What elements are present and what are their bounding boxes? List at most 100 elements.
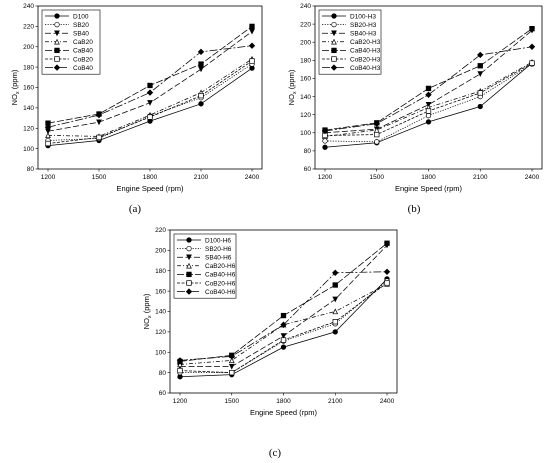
x-tick-label: 1800 [421, 174, 436, 181]
series-line [47, 67, 253, 146]
data-point [96, 119, 102, 126]
legend-marker [186, 245, 192, 252]
data-point [96, 134, 102, 141]
y-tick-label: 140 [155, 309, 166, 316]
x-tick-label: 1500 [225, 398, 240, 405]
y-tick-label: 220 [23, 24, 34, 31]
data-point [147, 82, 153, 89]
y-axis-label-sub: x [147, 315, 153, 318]
legend-entry: D100-H3 [350, 13, 376, 20]
y-axis-label-unit: (ppm) [142, 293, 151, 315]
x-axis-label: Engine Speed (rpm) [250, 408, 318, 417]
legend-marker [331, 13, 337, 19]
legend-marker [54, 21, 60, 28]
y-axis-label-unit: (ppm) [287, 69, 296, 91]
legend-box [318, 9, 382, 75]
legend-marker [186, 280, 192, 286]
data-point [280, 333, 287, 340]
data-point [45, 140, 51, 147]
y-tick-label: 160 [23, 85, 34, 92]
x-axis-label: Engine Speed (rpm) [116, 184, 184, 193]
legend-entry: CaB20-H6 [205, 263, 236, 270]
data-point [229, 369, 235, 376]
chart-b: 60 80 100 120 140 160 180 200 220 240 1200 1500 1800… [287, 3, 543, 215]
y-tick-label: 200 [155, 248, 166, 255]
data-point [177, 367, 183, 374]
y-tick-label: 160 [300, 76, 311, 83]
data-point [197, 48, 205, 56]
y-tick-label: 140 [300, 94, 311, 101]
legend-entry: SB40-H3 [350, 31, 377, 38]
data-point [45, 132, 51, 139]
legend-entry: D100-H6 [205, 237, 231, 244]
legend-entry: CaB40 [73, 48, 93, 55]
legend-entry: CoB40-H6 [205, 289, 236, 296]
series-line [324, 46, 533, 132]
y-axis-label-main: NO [287, 94, 296, 105]
data-point [147, 100, 153, 106]
y-tick-label: 60 [304, 166, 312, 173]
legend-marker [54, 30, 60, 37]
y-tick-label: 240 [300, 3, 311, 10]
data-point [425, 112, 432, 119]
data-point [529, 25, 535, 32]
data-point [332, 282, 338, 288]
x-tick-label: 1800 [143, 174, 158, 181]
y-axis-label-main: NO [10, 94, 19, 105]
data-point [477, 51, 484, 59]
x-tick-label: 1500 [370, 174, 385, 181]
data-point [198, 61, 204, 67]
legend-marker [186, 237, 192, 243]
data-point [332, 308, 339, 315]
data-point [477, 103, 483, 110]
data-point [248, 42, 256, 49]
legend-marker [330, 64, 338, 71]
legend-marker [186, 271, 192, 278]
legend-entry: CaB40-H6 [205, 272, 236, 279]
data-point [384, 240, 390, 246]
y-tick-label: 120 [300, 112, 311, 119]
data-point [249, 58, 255, 64]
y-tick-label: 100 [155, 349, 166, 356]
x-axis-label: Engine Speed (rpm) [395, 184, 463, 193]
series-line [47, 58, 253, 137]
y-tick-label: 120 [23, 125, 34, 132]
data-point [332, 319, 338, 325]
legend-marker [331, 38, 337, 45]
y-tick-label: 200 [23, 44, 34, 51]
data-point [374, 131, 380, 138]
data-point [322, 138, 328, 144]
legend-entry: CoB40-H3 [350, 65, 381, 72]
legend-entry: CoB20 [73, 56, 93, 63]
x-tick-label: 1200 [173, 398, 188, 405]
y-tick-label: 80 [27, 166, 35, 173]
legend-entry: CaB40-H3 [350, 48, 381, 55]
data-point [529, 60, 535, 66]
y-tick-label: 180 [300, 58, 311, 65]
data-point [177, 361, 183, 368]
data-point [528, 43, 536, 50]
data-point [95, 111, 103, 119]
legend-marker [331, 56, 337, 62]
data-point [280, 312, 287, 319]
data-point [477, 90, 483, 96]
series-line [324, 30, 533, 134]
data-point [228, 363, 235, 370]
legend-entry: CaB20 [73, 39, 93, 46]
data-point [477, 63, 483, 69]
data-point [425, 91, 432, 98]
data-point [228, 353, 235, 360]
data-point [198, 101, 204, 107]
x-tick-label: 2400 [380, 398, 395, 405]
y-axis-label: NOx (ppm) [287, 69, 298, 105]
data-point [176, 357, 184, 364]
data-point [280, 344, 287, 350]
data-point [425, 119, 432, 125]
y-axis-label: NOx (ppm) [10, 69, 21, 105]
data-point [198, 92, 204, 99]
data-point [280, 321, 287, 328]
legend-entry: CoB20-H6 [205, 280, 236, 287]
legend-marker [53, 64, 61, 71]
data-point [146, 89, 154, 96]
x-tick-label: 1500 [92, 174, 107, 181]
